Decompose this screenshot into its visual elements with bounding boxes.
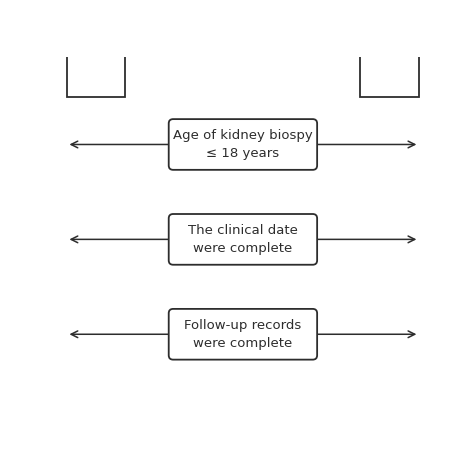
Text: Age of kidney biospy
≤ 18 years: Age of kidney biospy ≤ 18 years <box>173 129 313 160</box>
FancyBboxPatch shape <box>169 309 317 360</box>
FancyBboxPatch shape <box>169 214 317 265</box>
Text: Follow-up records
were complete: Follow-up records were complete <box>184 319 301 350</box>
FancyBboxPatch shape <box>169 119 317 170</box>
FancyBboxPatch shape <box>360 46 419 97</box>
Text: The clinical date
were complete: The clinical date were complete <box>188 224 298 255</box>
FancyBboxPatch shape <box>66 46 125 97</box>
